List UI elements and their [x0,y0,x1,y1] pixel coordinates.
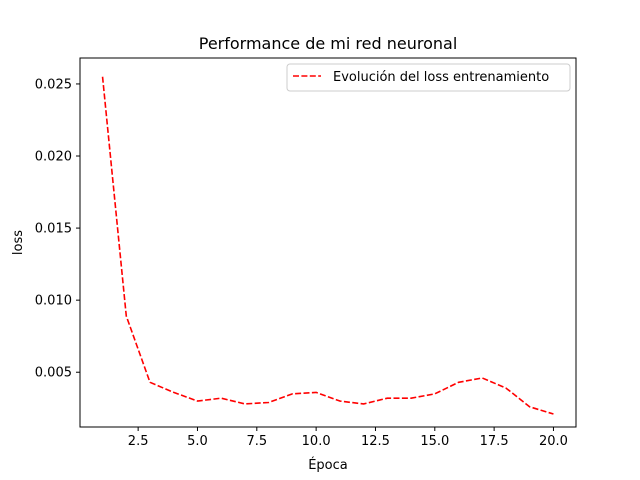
axes-frame [79,57,577,428]
legend: Evolución del loss entrenamiento [286,63,571,92]
legend-entry-label: Evolución del loss entrenamiento [333,70,549,85]
y-tick-label: 0.005 [35,366,72,381]
x-tick-label: 10.0 [302,434,331,449]
y-tick-label: 0.015 [35,222,72,237]
y-tick-label: 0.020 [35,150,72,165]
x-tick-label: 2.5 [128,434,149,449]
axis-ticks: 2.5 5.0 7.5 10.0 12.5 15.0 17.5 20.0 0.005 0.010 0… [35,77,568,449]
chart-title: Performance de mi red neuronal [199,34,458,53]
x-axis-label: Época [308,457,348,473]
x-tick-label: 17.5 [480,434,509,449]
plot-area [101,76,554,415]
series-line-0 [101,76,554,415]
y-tick-label: 0.025 [35,77,72,92]
y-tick-label: 0.010 [35,294,72,309]
x-tick-label: 5.0 [187,434,208,449]
x-tick-label: 15.0 [420,434,449,449]
y-axis-label: loss [11,230,26,255]
x-tick-label: 20.0 [539,434,568,449]
x-tick-label: 7.5 [246,434,267,449]
legend-box [286,63,571,92]
x-tick-label: 12.5 [361,434,390,449]
